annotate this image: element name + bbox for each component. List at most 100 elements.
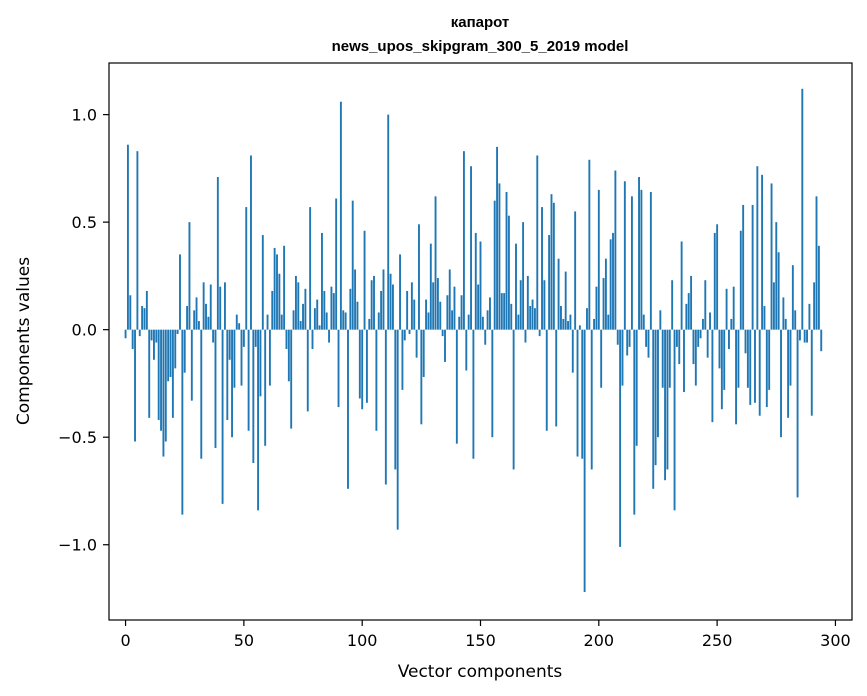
bar <box>216 176 219 330</box>
bar <box>157 329 160 420</box>
bar <box>131 329 134 350</box>
plot-frame <box>108 62 853 621</box>
x-tick-label: 150 <box>465 631 496 650</box>
x-tick-label: 0 <box>120 631 130 650</box>
bar <box>578 325 581 330</box>
bar <box>813 282 816 330</box>
bar <box>193 310 196 330</box>
bar <box>630 196 633 330</box>
bar <box>235 314 238 330</box>
bar <box>763 306 766 330</box>
bar <box>493 200 496 330</box>
bar <box>474 232 477 330</box>
bar <box>571 329 574 373</box>
bar <box>699 329 702 339</box>
bar <box>709 312 711 330</box>
bar <box>209 284 212 330</box>
bar <box>555 329 558 427</box>
bar <box>496 146 499 330</box>
bar <box>704 280 707 330</box>
bar <box>799 329 801 341</box>
bar <box>413 299 416 330</box>
bar <box>560 306 562 330</box>
bar <box>183 329 186 373</box>
bar <box>280 314 283 330</box>
bar <box>403 329 406 341</box>
bar <box>167 329 170 382</box>
bar <box>247 329 250 431</box>
bar <box>775 222 778 330</box>
bar <box>607 314 610 330</box>
bar <box>169 329 172 377</box>
bar <box>160 329 162 431</box>
bar <box>200 329 203 459</box>
bar <box>207 316 210 330</box>
bar <box>647 329 650 358</box>
y-tick-label: 0.0 <box>72 321 97 340</box>
chart-title: капарот <box>451 14 510 31</box>
bar <box>176 329 179 334</box>
bar <box>536 155 539 330</box>
bar <box>737 329 740 388</box>
bar <box>770 183 773 330</box>
bar <box>725 288 728 330</box>
bar <box>638 176 640 330</box>
bar <box>588 159 591 330</box>
bar <box>373 275 375 330</box>
bar <box>503 293 506 330</box>
bar <box>266 314 269 330</box>
bar <box>524 329 527 343</box>
bar <box>304 288 307 330</box>
bar <box>754 329 756 403</box>
bar <box>427 312 430 330</box>
bar <box>129 295 132 330</box>
bar <box>806 329 808 343</box>
bar <box>687 293 690 330</box>
bar <box>444 329 446 362</box>
bar <box>723 329 726 390</box>
bar <box>673 329 676 511</box>
bar <box>370 280 373 330</box>
bar <box>654 329 657 466</box>
bar <box>742 204 745 330</box>
bar <box>228 329 231 360</box>
bar <box>761 174 764 330</box>
bar <box>683 329 685 393</box>
bar <box>358 329 361 399</box>
bar <box>179 254 181 330</box>
bar <box>512 329 515 470</box>
bar <box>325 312 328 330</box>
bar <box>465 329 468 371</box>
bar <box>690 275 693 330</box>
bar <box>479 241 482 330</box>
bar <box>614 170 617 330</box>
bar <box>507 215 510 330</box>
bar <box>711 329 714 423</box>
bar <box>458 316 461 330</box>
bar <box>600 329 603 388</box>
bar <box>418 224 420 330</box>
chart-subtitle: news_upos_skipgram_300_5_2019 model <box>332 38 629 55</box>
bar <box>436 278 439 330</box>
bars-group <box>124 88 823 593</box>
bar <box>782 297 785 330</box>
bar <box>567 321 569 330</box>
bar <box>756 166 759 330</box>
bar <box>439 301 442 330</box>
bar <box>581 329 584 459</box>
bar <box>321 232 323 330</box>
bar <box>746 329 749 388</box>
bar <box>368 318 371 330</box>
bar <box>538 329 541 337</box>
bar <box>500 293 503 330</box>
y-tick-label: 0.5 <box>72 213 97 232</box>
bar <box>153 329 155 360</box>
bar <box>517 314 520 330</box>
bar <box>668 329 671 388</box>
bar <box>543 280 546 330</box>
bar <box>680 241 683 330</box>
bar <box>134 329 136 442</box>
bar <box>285 329 288 350</box>
bar <box>815 196 818 330</box>
